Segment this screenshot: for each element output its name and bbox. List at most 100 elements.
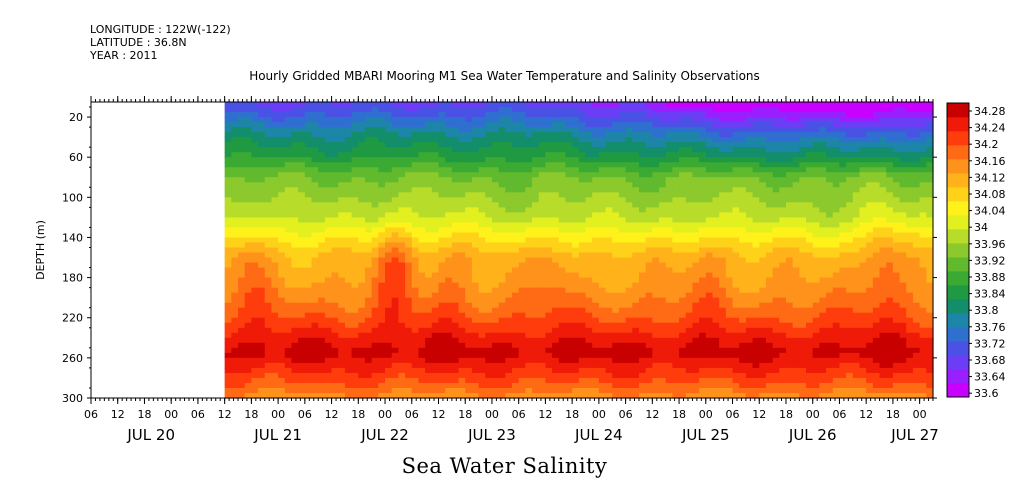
heatmap-cell	[752, 282, 760, 289]
heatmap-cell	[672, 347, 680, 354]
heatmap-cell	[712, 377, 720, 384]
heatmap-cell	[398, 187, 406, 193]
heatmap-cell	[438, 162, 446, 168]
heatmap-cell	[585, 307, 593, 314]
heatmap-cell	[625, 192, 633, 198]
heatmap-cell	[632, 257, 640, 264]
heatmap-cell	[685, 352, 694, 359]
heatmap-cell	[451, 117, 460, 123]
heatmap-cell	[224, 257, 232, 264]
heatmap-cell	[398, 387, 406, 394]
heatmap-cell	[598, 207, 607, 213]
heatmap-cell	[772, 247, 780, 254]
heatmap-cell	[625, 367, 633, 374]
heatmap-cell	[318, 312, 326, 319]
heatmap-cell	[458, 187, 466, 193]
heatmap-cell	[271, 372, 279, 379]
heatmap-cell	[411, 377, 420, 384]
heatmap-cell	[398, 382, 406, 389]
heatmap-cell	[739, 302, 747, 309]
heatmap-cell	[258, 212, 266, 218]
heatmap-cell	[231, 132, 239, 138]
heatmap-cell	[358, 247, 366, 254]
heatmap-cell	[505, 337, 513, 344]
heatmap-cell	[378, 107, 386, 113]
heatmap-cell	[585, 257, 593, 264]
heatmap-cell	[258, 177, 266, 183]
heatmap-cell	[278, 142, 286, 148]
heatmap-cell	[665, 367, 673, 374]
heatmap-cell	[545, 147, 553, 153]
heatmap-cell	[351, 227, 359, 234]
heatmap-cell	[545, 307, 553, 314]
heatmap-cell	[552, 227, 560, 234]
heatmap-cell	[458, 222, 466, 229]
heatmap-cell	[765, 152, 774, 158]
heatmap-cell	[405, 127, 413, 133]
heatmap-cell	[745, 292, 754, 299]
heatmap-cell	[725, 217, 734, 224]
heatmap-cell	[478, 237, 486, 244]
heatmap-cell	[398, 157, 406, 163]
heatmap-cell	[545, 352, 553, 359]
heatmap-cell	[431, 282, 440, 289]
heatmap-cell	[638, 222, 647, 229]
heatmap-cell	[779, 357, 787, 364]
heatmap-cell	[592, 197, 600, 203]
heatmap-cell	[344, 207, 353, 213]
heatmap-cell	[598, 332, 607, 339]
heatmap-cell	[518, 267, 526, 274]
heatmap-cell	[745, 277, 754, 284]
heatmap-cell	[772, 382, 780, 389]
heatmap-cell	[391, 222, 399, 229]
heatmap-cell	[745, 262, 754, 269]
heatmap-cell	[304, 312, 313, 319]
heatmap-cell	[699, 392, 707, 399]
heatmap-cell	[565, 362, 573, 369]
heatmap-cell	[752, 287, 760, 294]
heatmap-cell	[378, 292, 386, 299]
heatmap-cell	[612, 277, 620, 284]
heatmap-cell	[739, 347, 747, 354]
heatmap-cell	[719, 372, 727, 379]
heatmap-cell	[458, 202, 466, 208]
heatmap-cell	[779, 377, 787, 384]
heatmap-cell	[692, 132, 700, 138]
heatmap-cell	[665, 292, 673, 299]
heatmap-cell	[685, 267, 694, 274]
heatmap-cell	[411, 312, 420, 319]
heatmap-cell	[231, 172, 239, 178]
heatmap-cell	[572, 312, 580, 319]
heatmap-cell	[231, 352, 239, 359]
heatmap-cell	[264, 292, 273, 299]
heatmap-cell	[231, 342, 239, 349]
heatmap-cell	[672, 297, 680, 304]
heatmap-cell	[358, 372, 366, 379]
heatmap-cell	[685, 107, 694, 113]
heatmap-cell	[438, 117, 446, 123]
heatmap-cell	[271, 132, 279, 138]
heatmap-cell	[411, 102, 420, 108]
heatmap-cell	[719, 182, 727, 188]
heatmap-cell	[318, 287, 326, 294]
heatmap-cell	[385, 217, 393, 224]
heatmap-cell	[304, 362, 313, 369]
heatmap-cell	[598, 292, 607, 299]
heatmap-cell	[672, 127, 680, 133]
heatmap-cell	[538, 167, 547, 173]
heatmap-cell	[425, 327, 433, 334]
heatmap-cell	[612, 132, 620, 138]
heatmap-cell	[732, 197, 740, 203]
heatmap-cell	[638, 327, 647, 334]
heatmap-cell	[745, 237, 754, 244]
heatmap-cell	[679, 307, 687, 314]
heatmap-cell	[405, 247, 413, 254]
heatmap-cell	[425, 292, 433, 299]
heatmap-cell	[278, 187, 286, 193]
heatmap-cell	[318, 277, 326, 284]
heatmap-cell	[284, 297, 293, 304]
heatmap-cell	[278, 252, 286, 259]
heatmap-cell	[545, 152, 553, 158]
heatmap-cell	[231, 127, 239, 133]
heatmap-cell	[431, 222, 440, 229]
